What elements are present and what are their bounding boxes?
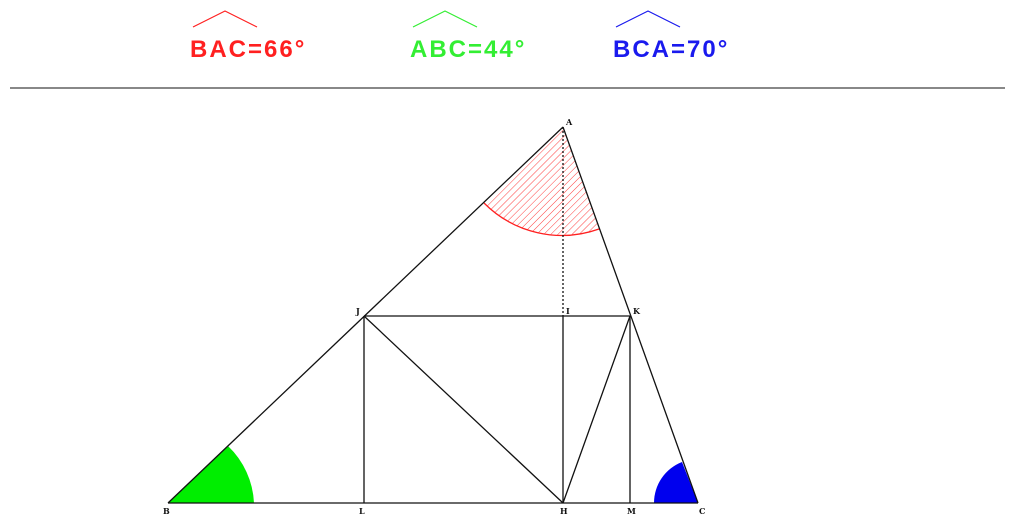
angle-sector-b: [168, 446, 254, 503]
point-label-m: M: [627, 506, 636, 516]
point-label-c: C: [699, 506, 705, 516]
side-ac: [562, 126, 699, 504]
point-label-a: A: [565, 117, 573, 127]
angle-label-bca: BCA=70°: [613, 10, 729, 63]
angle-arc-a: [483, 202, 600, 237]
inscribed-figure: [363, 315, 631, 504]
segment-jh: [363, 315, 564, 504]
angle-arc-marker-abc: [412, 10, 478, 28]
angle-label-bac: BAC=66°: [190, 10, 306, 63]
point-label-j: J: [355, 306, 360, 316]
angle-sector-c: [654, 462, 698, 503]
angle-label-abc: ABC=44°: [410, 10, 526, 63]
point-label-b: B: [163, 506, 170, 516]
point-label-h: H: [560, 506, 568, 516]
angle-text-bac: BAC=66°: [190, 36, 306, 63]
angle-sector-a: [484, 127, 599, 236]
triangle-abc: [167, 126, 699, 504]
segment-kh: [562, 315, 631, 504]
point-label-k: K: [633, 306, 641, 316]
angle-arc-marker-bac: [192, 10, 258, 28]
angle-arc-marker-bca: [615, 10, 681, 28]
angle-text-bca: BCA=70°: [613, 36, 729, 63]
angle-text-abc: ABC=44°: [410, 36, 526, 63]
point-label-i: I: [566, 306, 570, 316]
side-ab: [167, 126, 564, 504]
point-label-l: L: [359, 506, 365, 516]
